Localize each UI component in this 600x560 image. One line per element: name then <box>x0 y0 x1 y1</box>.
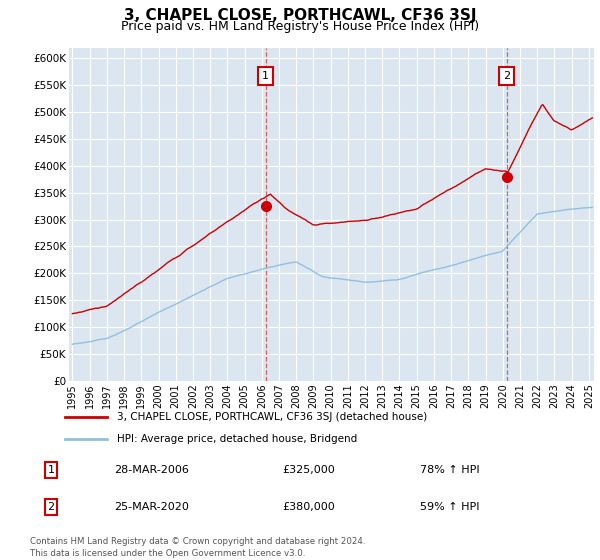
Text: £325,000: £325,000 <box>282 465 335 475</box>
Text: This data is licensed under the Open Government Licence v3.0.: This data is licensed under the Open Gov… <box>30 549 305 558</box>
Text: 28-MAR-2006: 28-MAR-2006 <box>114 465 189 475</box>
Text: 2: 2 <box>503 71 510 81</box>
Text: HPI: Average price, detached house, Bridgend: HPI: Average price, detached house, Brid… <box>118 434 358 444</box>
Text: 1: 1 <box>262 71 269 81</box>
Text: 2: 2 <box>47 502 55 512</box>
Text: 3, CHAPEL CLOSE, PORTHCAWL, CF36 3SJ (detached house): 3, CHAPEL CLOSE, PORTHCAWL, CF36 3SJ (de… <box>118 412 428 422</box>
Text: 78% ↑ HPI: 78% ↑ HPI <box>420 465 479 475</box>
Text: 3, CHAPEL CLOSE, PORTHCAWL, CF36 3SJ: 3, CHAPEL CLOSE, PORTHCAWL, CF36 3SJ <box>124 8 476 24</box>
Text: 25-MAR-2020: 25-MAR-2020 <box>114 502 189 512</box>
Text: Price paid vs. HM Land Registry's House Price Index (HPI): Price paid vs. HM Land Registry's House … <box>121 20 479 33</box>
Text: 59% ↑ HPI: 59% ↑ HPI <box>420 502 479 512</box>
Text: 1: 1 <box>47 465 55 475</box>
Text: £380,000: £380,000 <box>282 502 335 512</box>
Text: Contains HM Land Registry data © Crown copyright and database right 2024.: Contains HM Land Registry data © Crown c… <box>30 536 365 545</box>
